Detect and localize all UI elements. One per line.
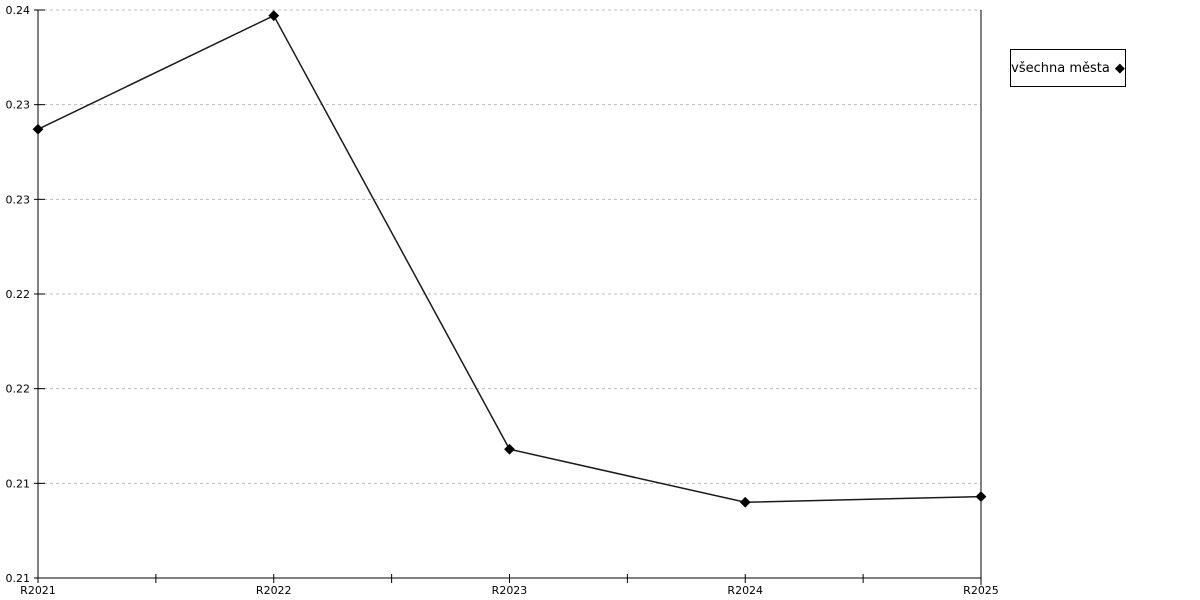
y-tick-label: 0.22 xyxy=(6,383,31,396)
diamond-marker-icon: ◆ xyxy=(1114,60,1125,76)
y-tick-label: 0.23 xyxy=(6,193,31,206)
y-tick-label: 0.22 xyxy=(6,288,31,301)
data-point-marker xyxy=(739,496,751,508)
series-line xyxy=(37,14,982,504)
data-point-marker xyxy=(268,10,280,22)
legend-box: všechna města ◆ xyxy=(1010,49,1126,87)
y-tick-label: 0.24 xyxy=(6,4,31,17)
y-tick-label: 0.21 xyxy=(6,477,31,490)
data-point-marker xyxy=(32,123,44,135)
data-point-marker xyxy=(975,491,987,502)
x-tick-label: R2021 xyxy=(20,584,56,597)
x-tick-label: R2024 xyxy=(727,584,763,597)
x-tick-label: R2025 xyxy=(963,584,999,597)
legend-series-label: všechna města xyxy=(1011,60,1110,76)
x-tick-label: R2022 xyxy=(256,584,292,597)
x-tick-label: R2023 xyxy=(492,584,528,597)
data-point-marker xyxy=(504,443,515,455)
y-tick-label: 0.21 xyxy=(6,572,31,585)
y-tick-label: 0.23 xyxy=(6,99,31,112)
